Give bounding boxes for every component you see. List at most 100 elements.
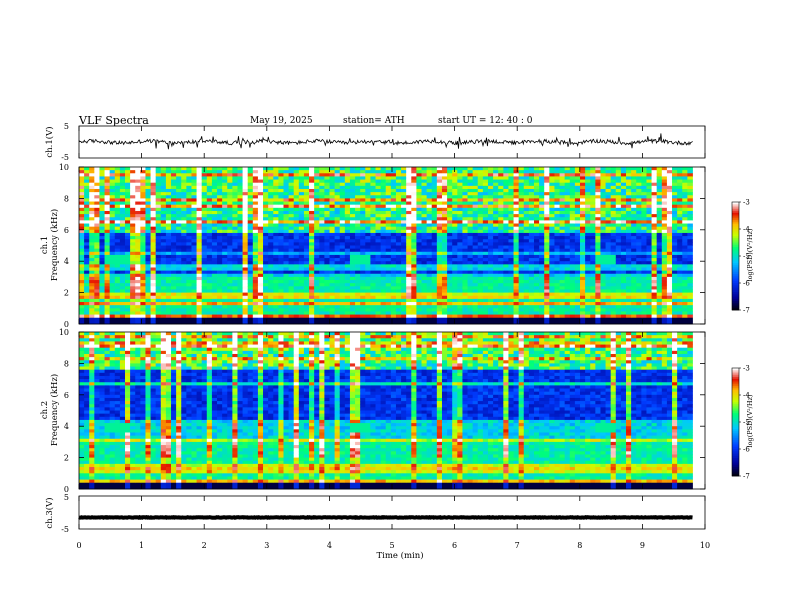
spectrogram-cell [334,280,341,284]
spectrogram-cell [421,295,428,300]
spectrogram-cell [549,286,555,290]
spectrogram-cell [554,261,560,265]
spectrogram-cell [171,188,177,193]
spectrogram-cell [334,201,341,206]
spectrogram-cell [416,245,422,250]
spectrogram-cell [370,232,376,237]
spectrogram-cell [237,280,243,284]
spectrogram-cell [457,214,463,218]
spectrogram-cell [99,195,105,199]
spectrogram-cell [457,204,463,209]
spectrogram-cell [421,261,428,265]
spectrogram-cell [411,217,417,221]
spectrogram-cell [544,295,550,300]
spectrogram-cell [339,223,346,228]
spectrogram-cell [114,308,121,312]
spectrogram-cell [528,283,535,287]
spectrogram-cell [314,232,320,237]
spectrogram-cell [268,248,274,253]
spectrogram-cell [370,185,376,190]
spectrogram-cell [441,295,448,300]
spectrogram-cell [171,185,177,190]
spectrogram-cell [477,276,484,281]
spectrogram-cell [401,232,407,237]
spectrogram-cell [268,204,274,209]
spectrogram-cell [564,242,571,246]
spectrogram-cell [263,192,269,196]
spectrogram-cell [171,176,177,180]
spectrogram-cell [503,264,509,268]
spectrogram-cell [375,214,382,218]
spectrogram-cell [574,276,581,281]
spectrogram-cell [528,185,535,190]
spectrogram-cell [406,176,412,180]
spectrogram-cell [181,254,187,259]
spectrogram-cell [411,308,417,312]
spectrogram-cell [518,276,525,281]
spectrogram-cell [217,314,223,319]
spectrogram-cell [89,204,95,209]
spectrogram-cell [263,261,269,265]
spectrogram-cell [467,314,474,319]
spectrogram-cell [467,214,474,218]
spectrogram-cell [109,182,116,187]
spectrogram-cell [145,286,151,290]
spectrogram-cell [211,295,218,300]
spectrogram-cell [508,286,514,290]
spectrogram-cell [549,210,555,215]
spectrogram-cell [544,305,550,309]
spectrogram-cell [309,311,315,315]
spectrogram-cell [217,188,223,193]
spectrogram-cell [385,295,392,300]
spectrogram-cell [165,283,172,287]
spectrogram-cell [242,167,249,171]
spectrogram-cell [493,232,499,237]
spectrogram-cell [370,220,376,224]
spectrogram-cell [482,292,489,297]
spectrogram-cell [181,248,187,253]
spectrogram-cell [380,188,387,193]
spectrogram-cell [278,185,284,190]
spectrogram-cell [135,305,141,309]
spectrogram-cell [482,226,489,231]
spectrogram-cell [380,223,387,228]
spectrogram-cell [176,207,182,212]
spectrogram-cell [534,214,540,218]
spectrogram-cell [365,182,371,187]
spectrogram-cell [309,295,315,300]
spectrogram-cell [314,182,320,187]
spectrogram-cell [370,261,376,265]
spectrogram-cell [457,223,463,228]
spectrogram-cell [355,232,361,237]
spectrogram-cell [293,226,300,231]
spectrogram-cell [104,182,111,187]
spectrogram-cell [569,204,576,209]
spectrogram-cell [421,302,428,306]
spectrogram-cell [283,170,289,174]
spectrogram-cell [349,248,356,253]
spectrogram-cell [441,226,448,231]
spectrogram-cell [227,267,233,272]
spectrogram-cell [447,261,453,265]
spectrogram-cell [385,264,392,268]
spectrogram-cell [539,270,545,275]
spectrogram-cell [554,289,560,293]
spectrogram-cell [263,236,269,240]
spectrogram-cell [334,182,341,187]
spectrogram-cell [564,248,571,253]
spectrogram-cell [247,264,254,268]
spectrogram-cell [534,229,540,234]
spectrogram-cell [109,276,116,281]
spectrogram-cell [431,289,438,293]
spectrogram-cell [539,289,545,293]
spectrogram-cell [360,317,366,322]
spectrogram-cell [534,248,540,253]
spectrogram-cell [140,185,146,190]
spectrogram-cell [436,320,443,325]
spectrogram-cell [298,251,305,256]
spectrogram-cell [314,188,320,193]
spectrogram-cell [130,248,136,253]
spectrogram-cell [89,286,95,290]
spectrogram-cell [171,286,177,290]
spectrogram-cell [130,280,136,284]
